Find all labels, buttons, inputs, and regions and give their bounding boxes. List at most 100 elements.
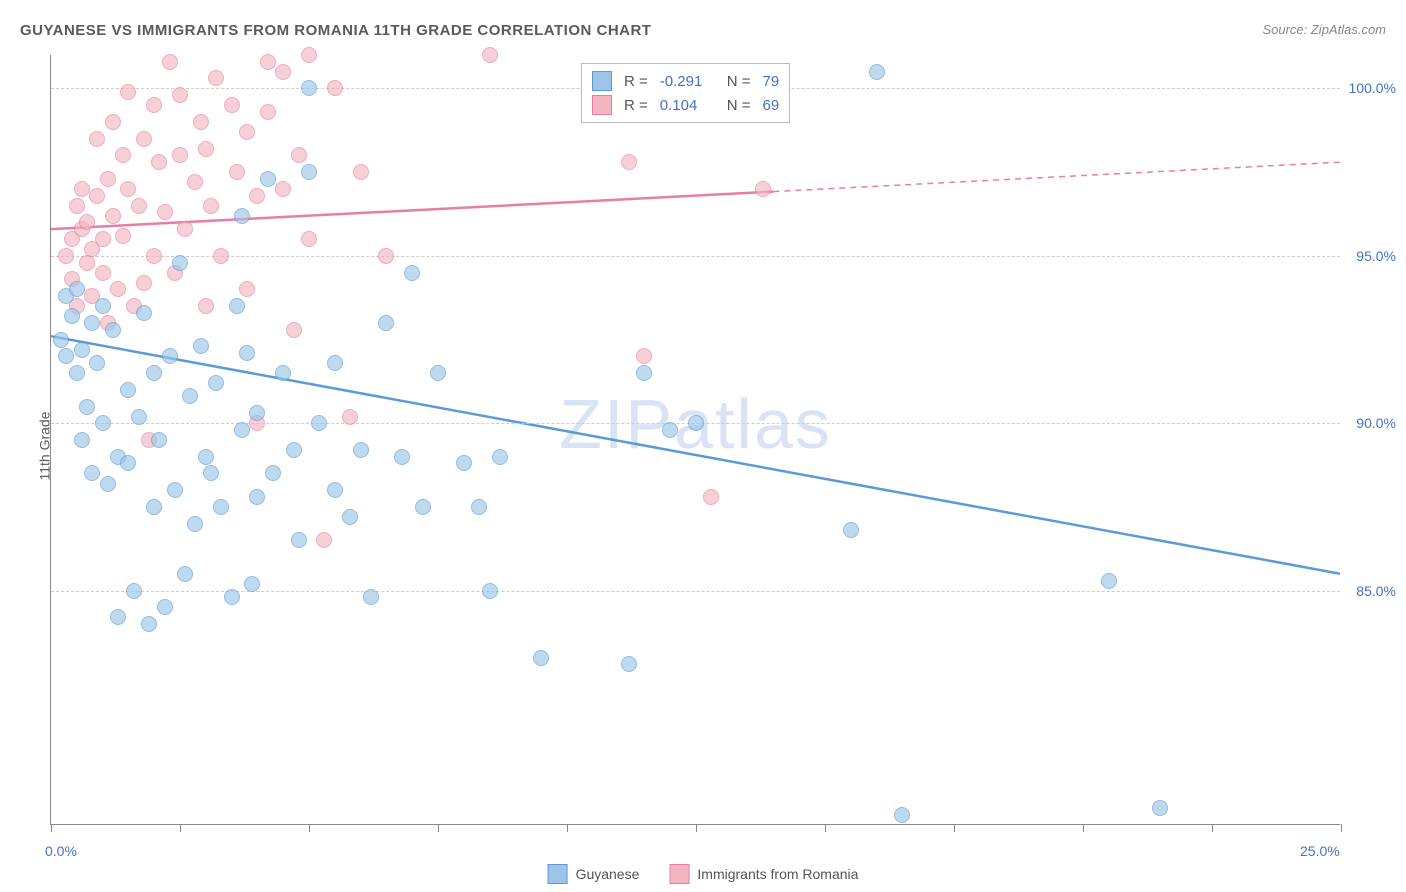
scatter-point: [187, 516, 203, 532]
x-tick: [1341, 824, 1342, 832]
n-value: 69: [763, 97, 780, 114]
scatter-point: [105, 322, 121, 338]
scatter-point: [275, 365, 291, 381]
scatter-point: [69, 365, 85, 381]
scatter-point: [177, 566, 193, 582]
scatter-point: [755, 181, 771, 197]
scatter-point: [193, 338, 209, 354]
scatter-point: [621, 154, 637, 170]
legend-item: Guyanese: [548, 864, 640, 884]
scatter-point: [260, 54, 276, 70]
scatter-point: [1101, 573, 1117, 589]
regression-line: [51, 336, 1340, 574]
bottom-legend: GuyaneseImmigrants from Romania: [548, 864, 859, 884]
legend-label: Guyanese: [576, 866, 640, 882]
scatter-point: [136, 275, 152, 291]
scatter-point: [265, 465, 281, 481]
scatter-point: [120, 455, 136, 471]
x-tick: [825, 824, 826, 832]
scatter-point: [141, 616, 157, 632]
scatter-point: [286, 442, 302, 458]
scatter-point: [301, 164, 317, 180]
scatter-point: [636, 365, 652, 381]
scatter-point: [311, 415, 327, 431]
n-value: 79: [763, 73, 780, 90]
scatter-point: [193, 114, 209, 130]
scatter-point: [291, 147, 307, 163]
scatter-point: [327, 355, 343, 371]
y-tick-label: 95.0%: [1356, 248, 1396, 264]
scatter-point: [100, 171, 116, 187]
scatter-point: [115, 147, 131, 163]
scatter-point: [151, 432, 167, 448]
scatter-point: [471, 499, 487, 515]
scatter-point: [260, 171, 276, 187]
legend-swatch: [592, 71, 612, 91]
scatter-point: [95, 231, 111, 247]
scatter-point: [115, 228, 131, 244]
scatter-point: [869, 64, 885, 80]
scatter-point: [249, 405, 265, 421]
scatter-point: [703, 489, 719, 505]
scatter-point: [621, 656, 637, 672]
scatter-point: [105, 208, 121, 224]
plot-area: ZIPatlas 85.0%90.0%95.0%100.0%R =-0.291N…: [50, 55, 1340, 825]
x-axis-max-label: 25.0%: [1300, 843, 1340, 859]
scatter-point: [342, 409, 358, 425]
x-tick: [696, 824, 697, 832]
scatter-point: [239, 281, 255, 297]
scatter-point: [404, 265, 420, 281]
x-tick: [438, 824, 439, 832]
legend-swatch: [592, 95, 612, 115]
scatter-point: [213, 499, 229, 515]
scatter-point: [198, 298, 214, 314]
r-value: -0.291: [660, 73, 715, 90]
correlation-row: R =0.104N =69: [592, 93, 779, 117]
scatter-point: [120, 181, 136, 197]
chart-title: GUYANESE VS IMMIGRANTS FROM ROMANIA 11TH…: [20, 22, 651, 39]
y-tick-label: 85.0%: [1356, 583, 1396, 599]
x-tick: [1083, 824, 1084, 832]
x-tick: [1212, 824, 1213, 832]
scatter-point: [74, 342, 90, 358]
scatter-point: [203, 198, 219, 214]
scatter-point: [110, 609, 126, 625]
scatter-point: [131, 409, 147, 425]
scatter-point: [64, 308, 80, 324]
y-tick-label: 100.0%: [1349, 80, 1396, 96]
x-tick: [180, 824, 181, 832]
scatter-point: [301, 231, 317, 247]
x-tick: [567, 824, 568, 832]
scatter-point: [120, 382, 136, 398]
scatter-point: [95, 298, 111, 314]
scatter-point: [136, 131, 152, 147]
x-tick: [51, 824, 52, 832]
scatter-point: [58, 248, 74, 264]
scatter-point: [378, 248, 394, 264]
gridline: [51, 256, 1340, 257]
scatter-point: [316, 532, 332, 548]
scatter-point: [89, 131, 105, 147]
y-tick-label: 90.0%: [1356, 415, 1396, 431]
n-label: N =: [727, 97, 751, 114]
n-label: N =: [727, 73, 751, 90]
regression-line-extrapolated: [773, 162, 1340, 191]
scatter-point: [456, 455, 472, 471]
scatter-point: [353, 442, 369, 458]
scatter-point: [249, 489, 265, 505]
scatter-point: [151, 154, 167, 170]
scatter-point: [482, 583, 498, 599]
gridline: [51, 591, 1340, 592]
scatter-point: [688, 415, 704, 431]
scatter-point: [301, 47, 317, 63]
scatter-point: [533, 650, 549, 666]
scatter-point: [378, 315, 394, 331]
scatter-point: [100, 476, 116, 492]
scatter-point: [394, 449, 410, 465]
scatter-point: [146, 365, 162, 381]
scatter-point: [79, 214, 95, 230]
scatter-point: [492, 449, 508, 465]
scatter-point: [74, 432, 90, 448]
scatter-point: [89, 188, 105, 204]
scatter-point: [162, 54, 178, 70]
